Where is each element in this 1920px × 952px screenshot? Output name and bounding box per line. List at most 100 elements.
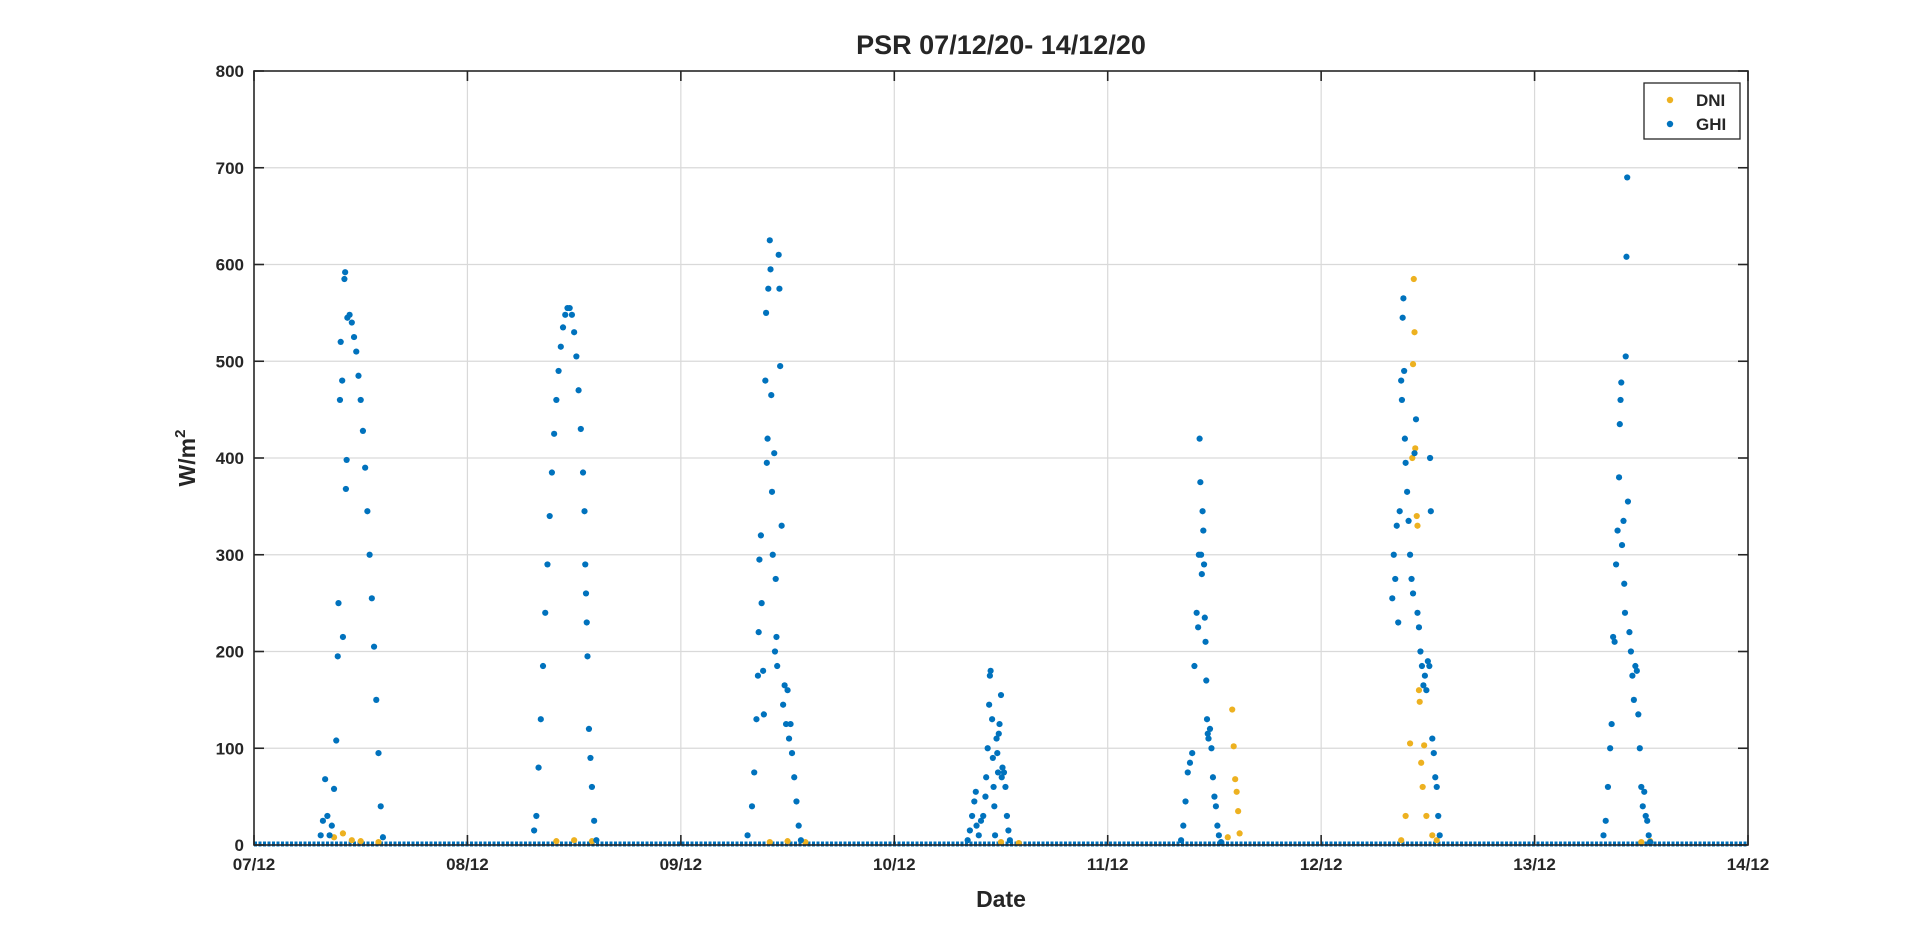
ghi-point [555, 367, 562, 375]
ghi-point [1618, 541, 1626, 549]
ghi-point [544, 561, 551, 568]
ghi-point [1189, 749, 1196, 757]
ghi-point [537, 716, 544, 723]
ghi-point [994, 749, 1001, 757]
ghi-point [1217, 838, 1225, 846]
ghi-point [776, 285, 783, 292]
x-tick-label: 14/12 [1727, 855, 1770, 874]
ghi-point [583, 619, 590, 626]
y-axis-label-superscript: 2 [172, 430, 189, 438]
x-tick-label: 09/12 [660, 855, 703, 874]
dni-point [1412, 445, 1419, 452]
ghi-point [357, 396, 364, 404]
ghi-point [1214, 822, 1221, 829]
ghi-point [1392, 575, 1399, 583]
dni-point [1421, 742, 1428, 749]
dni-point [1429, 832, 1436, 839]
ghi-point [972, 788, 979, 795]
ghi-point [793, 798, 800, 805]
y-tick-label: 700 [216, 159, 244, 178]
ghi-point [748, 803, 756, 810]
ghi-point [1418, 662, 1426, 670]
ghi-point [1420, 682, 1427, 689]
dni-point [1398, 837, 1405, 844]
ghi-point [1395, 619, 1402, 626]
ghi-point [562, 311, 569, 318]
x-tick-label: 12/12 [1300, 855, 1343, 874]
dni-point [1411, 329, 1418, 336]
ghi-point [1398, 377, 1405, 384]
y-tick-label: 100 [216, 739, 244, 758]
ghi-point [744, 832, 751, 839]
ghi-point [1616, 421, 1623, 428]
ghi-point [1398, 396, 1406, 404]
ghi-point [791, 774, 798, 781]
ghi-point [784, 687, 791, 694]
ghi-point [548, 469, 556, 476]
ghi-point [546, 512, 553, 520]
ghi-point [1602, 817, 1609, 824]
ghi-point [768, 392, 775, 399]
ghi-point [986, 701, 993, 708]
ghi-point [998, 774, 1005, 781]
ghi-point [1642, 812, 1649, 820]
y-tick-labels: 0 100 200 300 400 500 600 700 800 [216, 62, 244, 855]
ghi-point [1200, 561, 1208, 568]
ghi-point [322, 776, 329, 783]
ghi-point [343, 456, 350, 464]
ghi-point [1408, 575, 1415, 583]
ghi-point [765, 285, 772, 292]
dni-point [997, 838, 1005, 846]
x-axis-label: Date [976, 886, 1026, 912]
dni-point [1232, 776, 1239, 783]
ghi-point [1607, 745, 1614, 752]
ghi-point [785, 735, 793, 742]
ghi-point [993, 735, 1000, 742]
ghi-point [997, 691, 1005, 699]
ghi-point [585, 725, 593, 733]
ghi-point [1636, 745, 1643, 752]
ticks [253, 70, 1749, 846]
ghi-point [568, 311, 576, 318]
ghi-point [982, 793, 989, 800]
ghi-point [751, 769, 758, 776]
ghi-point [328, 822, 335, 829]
ghi-point [582, 590, 590, 597]
ghi-point [764, 435, 771, 442]
ghi-point [1611, 638, 1618, 645]
ghi-point [1421, 672, 1428, 679]
ghi-point [778, 522, 785, 529]
ghi-point [1622, 353, 1629, 360]
dni-point [375, 838, 382, 846]
ghi-point [1003, 812, 1011, 820]
y-tick-label: 0 [235, 836, 244, 855]
ghi-point [975, 832, 982, 839]
ghi-point [1414, 609, 1421, 616]
ghi-point [782, 720, 790, 728]
ghi-point [333, 737, 340, 744]
ghi-point [1638, 783, 1645, 791]
ghi-point [780, 701, 787, 708]
ghi-point [1647, 838, 1654, 846]
dni-point [1409, 454, 1416, 462]
ghi-point [1203, 716, 1211, 723]
ghi-point [337, 338, 344, 345]
dni-point [339, 830, 347, 837]
dni-point [357, 838, 364, 845]
ghi-point [1632, 662, 1639, 670]
ghi-point [1433, 783, 1440, 791]
ghi-point [1629, 672, 1636, 679]
ghi-point [1212, 803, 1220, 810]
dni-point [1410, 275, 1417, 283]
ghi-point [326, 832, 333, 839]
ghi-point [999, 764, 1006, 771]
ghi-point [763, 459, 770, 466]
x-tick-label: 10/12 [873, 855, 916, 874]
ghi-point [775, 251, 782, 258]
ghi-point [1195, 624, 1202, 631]
y-tick-label: 500 [216, 352, 244, 371]
ghi-point [1610, 633, 1617, 641]
y-tick-label: 800 [216, 62, 244, 81]
ghi-point [1630, 696, 1637, 703]
